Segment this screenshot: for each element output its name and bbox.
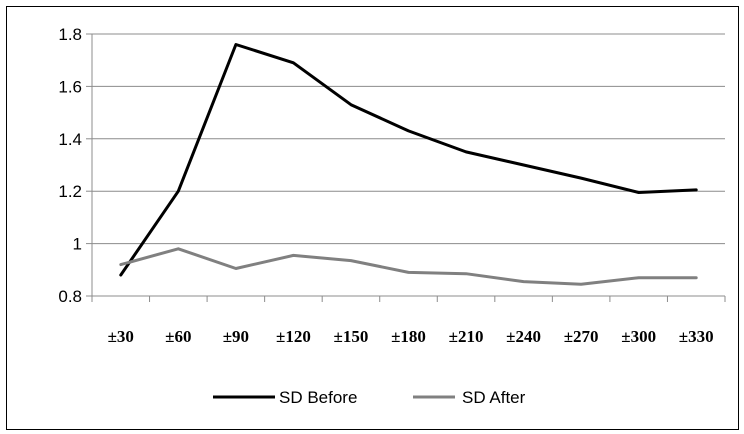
y-tick-label: 1.2: [58, 182, 82, 201]
x-tick-label: ±30: [108, 327, 134, 346]
x-tick-label: ±90: [223, 327, 249, 346]
y-tick-label: 1: [73, 235, 82, 254]
x-tick-label: ±330: [679, 327, 714, 346]
x-tick-label: ±270: [564, 327, 599, 346]
x-tick-label: ±180: [391, 327, 426, 346]
legend-label: SD Before: [279, 388, 357, 407]
series-line-sd-before: [119, 43, 698, 277]
x-tick-label: ±60: [165, 327, 191, 346]
series-line-sd-after: [119, 247, 698, 286]
y-tick-label: 1.8: [58, 25, 82, 44]
y-tick-label: 1.4: [58, 130, 82, 149]
legend-label: SD After: [462, 388, 526, 407]
x-tick-label: ±240: [506, 327, 541, 346]
x-tick-label: ±150: [334, 327, 369, 346]
x-tick-label: ±210: [449, 327, 484, 346]
x-tick-label: ±120: [276, 327, 311, 346]
x-tick-label: ±300: [621, 327, 656, 346]
chart-frame: [6, 6, 739, 430]
y-tick-label: 0.8: [58, 287, 82, 306]
y-tick-label: 1.6: [58, 77, 82, 96]
